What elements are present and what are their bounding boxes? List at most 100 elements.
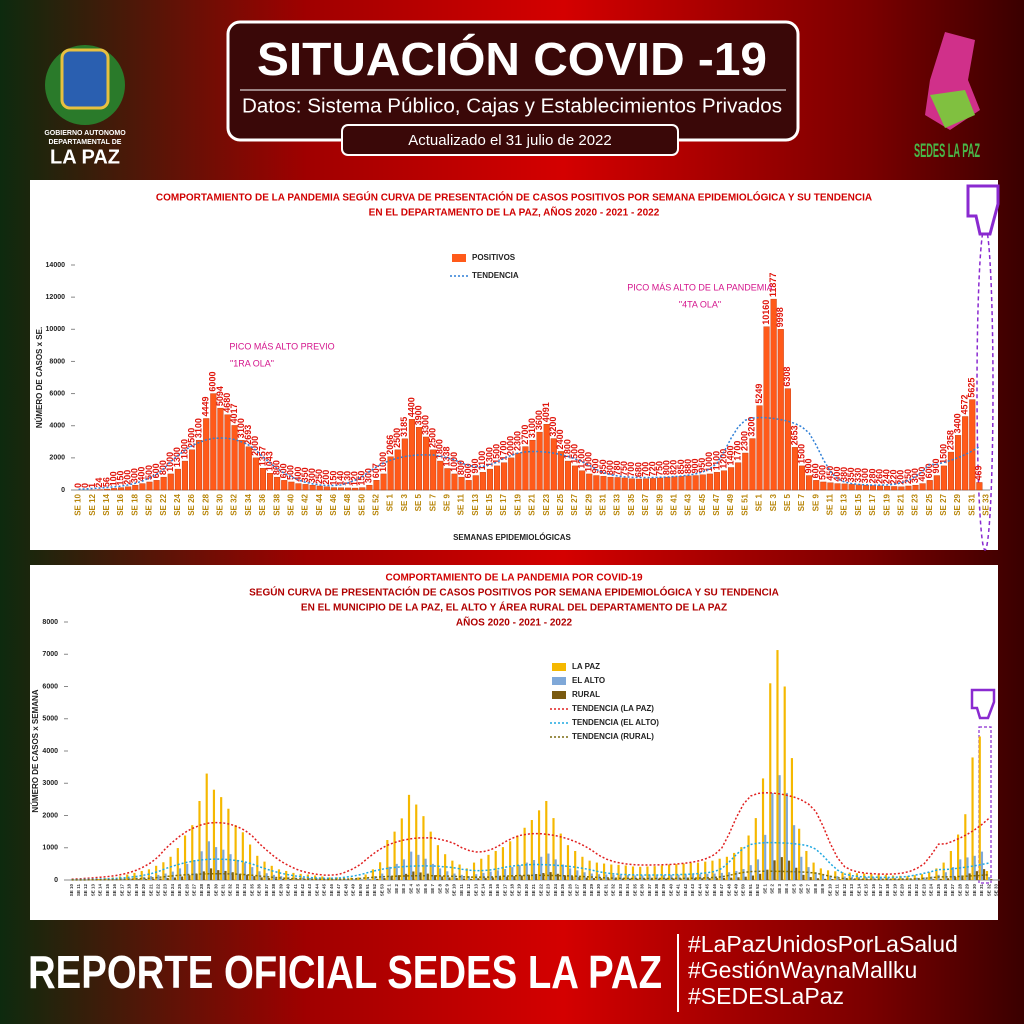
bar	[561, 864, 564, 880]
y-tick-label: 4000	[42, 748, 58, 755]
value-label: 1	[87, 483, 97, 488]
bar	[592, 878, 596, 880]
x-tick-label: SE 24	[929, 884, 934, 897]
bar	[862, 484, 869, 491]
bar	[467, 876, 471, 880]
x-tick-label: SE 40	[668, 884, 673, 897]
bar	[205, 773, 208, 880]
x-tick-label: SE 37	[264, 884, 269, 897]
bar	[554, 859, 557, 880]
x-tick-label: SE 50	[741, 884, 746, 897]
x-tick-label: SE 7	[430, 884, 435, 894]
bar	[181, 460, 188, 491]
value-label: 1338	[442, 446, 452, 466]
bar	[215, 847, 218, 880]
value-label: 3100	[527, 418, 537, 438]
bar	[152, 878, 155, 880]
bar	[504, 869, 507, 880]
bar	[939, 878, 942, 880]
bar	[704, 861, 707, 880]
bar	[933, 475, 940, 491]
x-tick-label: SE 21	[528, 493, 537, 515]
x-tick-label: SE 29	[965, 884, 970, 897]
bar	[850, 876, 853, 880]
bar	[961, 875, 964, 880]
bar	[328, 877, 331, 880]
bar	[248, 844, 252, 880]
bar	[200, 851, 203, 880]
bar	[824, 878, 827, 880]
bar	[281, 480, 288, 491]
value-label: 350	[846, 467, 856, 482]
bar	[694, 878, 697, 880]
x-tick-label: SE 11	[457, 493, 466, 515]
bar	[798, 828, 801, 880]
value-label: 780	[612, 460, 622, 475]
bar	[302, 484, 309, 491]
value-label: 1500	[938, 444, 948, 464]
bar	[309, 484, 316, 491]
value-label: 150	[357, 471, 367, 486]
x-tick-label: SE 33	[235, 884, 240, 897]
bar	[685, 475, 692, 491]
x-tick-label: SE 25	[556, 493, 565, 515]
x-axis-label: SEMANAS EPIDEMIOLÓGICAS	[453, 533, 571, 542]
bar	[631, 866, 635, 880]
bar	[664, 476, 671, 491]
bar	[426, 873, 429, 880]
bar	[744, 876, 747, 880]
x-tick-label: SE 20	[524, 884, 529, 897]
x-tick-label: SE 30	[216, 493, 225, 515]
bar	[728, 467, 735, 491]
bar	[415, 427, 423, 491]
x-tick-label: SE 35	[249, 884, 254, 897]
bar	[429, 831, 432, 880]
bar	[479, 472, 486, 491]
logo-text: LA PAZ	[50, 146, 120, 168]
bar	[133, 872, 136, 880]
bar	[547, 853, 550, 880]
x-tick-label: SE 34	[625, 884, 630, 897]
value-label: 2400	[555, 429, 565, 449]
bar	[617, 864, 620, 880]
bar	[834, 871, 837, 880]
y-axis-label: NÚMERO DE CASOS x SEMANA	[31, 689, 40, 812]
bar	[742, 869, 745, 880]
value-label: 400	[832, 467, 842, 482]
updated-box	[341, 124, 679, 156]
bar	[352, 487, 359, 491]
x-tick-label: SE 33	[613, 493, 622, 515]
footer-title: REPORTE OFICIAL SEDES LA PAZ	[28, 946, 662, 998]
x-tick-label: SE 3	[401, 884, 406, 894]
x-tick-label: SE 15	[488, 884, 493, 897]
bar	[951, 867, 955, 880]
bar	[274, 476, 281, 491]
pointer-icon	[970, 688, 996, 720]
value-label: 6000	[208, 372, 218, 392]
bar	[629, 878, 632, 880]
bar	[571, 876, 574, 880]
x-tick-label: SE 45	[705, 884, 710, 897]
bar	[959, 859, 962, 880]
x-tick-label: SE 5	[783, 493, 792, 511]
value-label: 100	[108, 471, 118, 486]
x-tick-label: SE 25	[925, 493, 934, 515]
bar	[256, 855, 259, 880]
bar	[366, 878, 369, 880]
bar	[195, 874, 198, 880]
bar	[525, 862, 528, 880]
bar	[373, 480, 380, 491]
bar	[188, 449, 196, 491]
bar	[643, 878, 646, 880]
bar	[978, 736, 981, 880]
value-label: 880	[683, 459, 693, 474]
chart-title: SEGÚN CURVA DE PRESENTACIÓN DE CASOS POS…	[249, 586, 779, 599]
bar	[191, 825, 194, 880]
bar	[968, 873, 971, 880]
bar	[585, 877, 588, 880]
x-tick-label: SE 23	[163, 884, 168, 897]
bar	[448, 877, 451, 880]
value-label: 1400	[725, 445, 735, 465]
y-tick-label: 4000	[49, 423, 65, 430]
x-tick-label: SE 27	[575, 884, 580, 897]
